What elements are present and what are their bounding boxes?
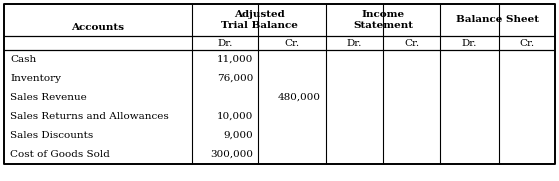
Text: Sales Returns and Allowances: Sales Returns and Allowances	[10, 112, 169, 121]
Text: Income
Statement: Income Statement	[353, 10, 413, 30]
Text: Cash: Cash	[10, 55, 36, 64]
Text: Accounts: Accounts	[72, 22, 125, 31]
Text: Adjusted
Trial Balance: Adjusted Trial Balance	[221, 10, 297, 30]
Text: 76,000: 76,000	[217, 74, 253, 83]
Text: 300,000: 300,000	[210, 150, 253, 159]
Bar	[4, 4, 555, 164]
Text: 11,000: 11,000	[217, 55, 253, 64]
Text: Dr.: Dr.	[462, 39, 477, 47]
Text: Dr.: Dr.	[217, 39, 233, 47]
Text: Cr.: Cr.	[519, 39, 534, 47]
Text: Inventory: Inventory	[10, 74, 61, 83]
Text: Sales Discounts: Sales Discounts	[10, 131, 93, 140]
Text: Dr.: Dr.	[347, 39, 362, 47]
Text: Sales Revenue: Sales Revenue	[10, 93, 87, 102]
Text: Balance Sheet: Balance Sheet	[456, 16, 539, 24]
Text: Cr.: Cr.	[404, 39, 419, 47]
Text: 10,000: 10,000	[217, 112, 253, 121]
Text: Cost of Goods Sold: Cost of Goods Sold	[10, 150, 110, 159]
Text: Cr.: Cr.	[285, 39, 300, 47]
Text: 9,000: 9,000	[223, 131, 253, 140]
Text: 480,000: 480,000	[278, 93, 321, 102]
